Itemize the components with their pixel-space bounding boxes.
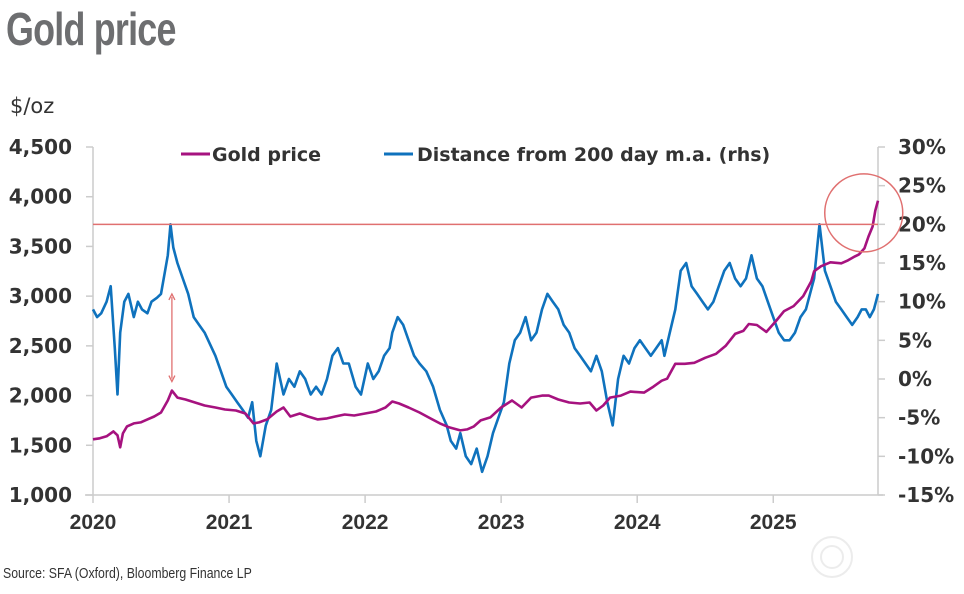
x-tick-label: 2021 bbox=[206, 511, 253, 534]
y-tick-label: 2,500 bbox=[9, 334, 72, 358]
y2-tick-label: 15% bbox=[898, 251, 946, 275]
legend: Gold price Distance from 200 day m.a. (r… bbox=[181, 144, 770, 166]
source-note: Source: SFA (Oxford), Bloomberg Finance … bbox=[3, 565, 252, 582]
watermark-logo bbox=[808, 533, 958, 583]
chart-title: Gold price bbox=[6, 3, 176, 55]
legend-label-distance: Distance from 200 day m.a. (rhs) bbox=[417, 144, 770, 166]
gold-price-line bbox=[92, 200, 880, 449]
y-tick-label: 4,500 bbox=[9, 135, 72, 159]
distance-from-ma-line bbox=[91, 223, 880, 474]
y-tick-label: 3,000 bbox=[9, 284, 72, 308]
x-tick-label: 2025 bbox=[750, 511, 797, 534]
annotations bbox=[93, 173, 904, 384]
y-axis-unit-label: $/oz bbox=[10, 94, 55, 118]
axes: 1,000 1,500 2,000 2,500 3,000 3,500 4,000 4,500… bbox=[9, 135, 954, 534]
gap-arrow-head-top bbox=[168, 292, 176, 301]
y-tick-label: 2,000 bbox=[9, 384, 72, 408]
x-tick-label: 2024 bbox=[614, 511, 661, 534]
y2-tick-label: 5% bbox=[898, 328, 932, 352]
y2-tick-label: 10% bbox=[898, 290, 946, 314]
y2-tick-label: 0% bbox=[898, 367, 932, 391]
y2-tick-label: 30% bbox=[898, 135, 946, 159]
legend-label-gold: Gold price bbox=[212, 144, 321, 166]
y2-tick-label: -5% bbox=[898, 406, 940, 430]
y2-tick-label: 25% bbox=[898, 174, 946, 198]
y-tick-label: 4,000 bbox=[9, 185, 72, 209]
x-tick-label: 2022 bbox=[342, 511, 389, 534]
y2-tick-label: 20% bbox=[898, 212, 946, 236]
series-layer bbox=[91, 200, 880, 474]
y2-tick-label: -15% bbox=[898, 483, 954, 507]
highlight-circle bbox=[824, 173, 904, 253]
gap-arrow-head-bottom bbox=[168, 375, 176, 384]
y-tick-label: 3,500 bbox=[9, 234, 72, 258]
y-tick-label: 1,000 bbox=[9, 483, 72, 507]
x-tick-label: 2023 bbox=[478, 511, 525, 534]
x-tick-label: 2020 bbox=[70, 511, 117, 534]
y2-tick-label: -10% bbox=[898, 444, 954, 468]
y-tick-label: 1,500 bbox=[9, 433, 72, 457]
